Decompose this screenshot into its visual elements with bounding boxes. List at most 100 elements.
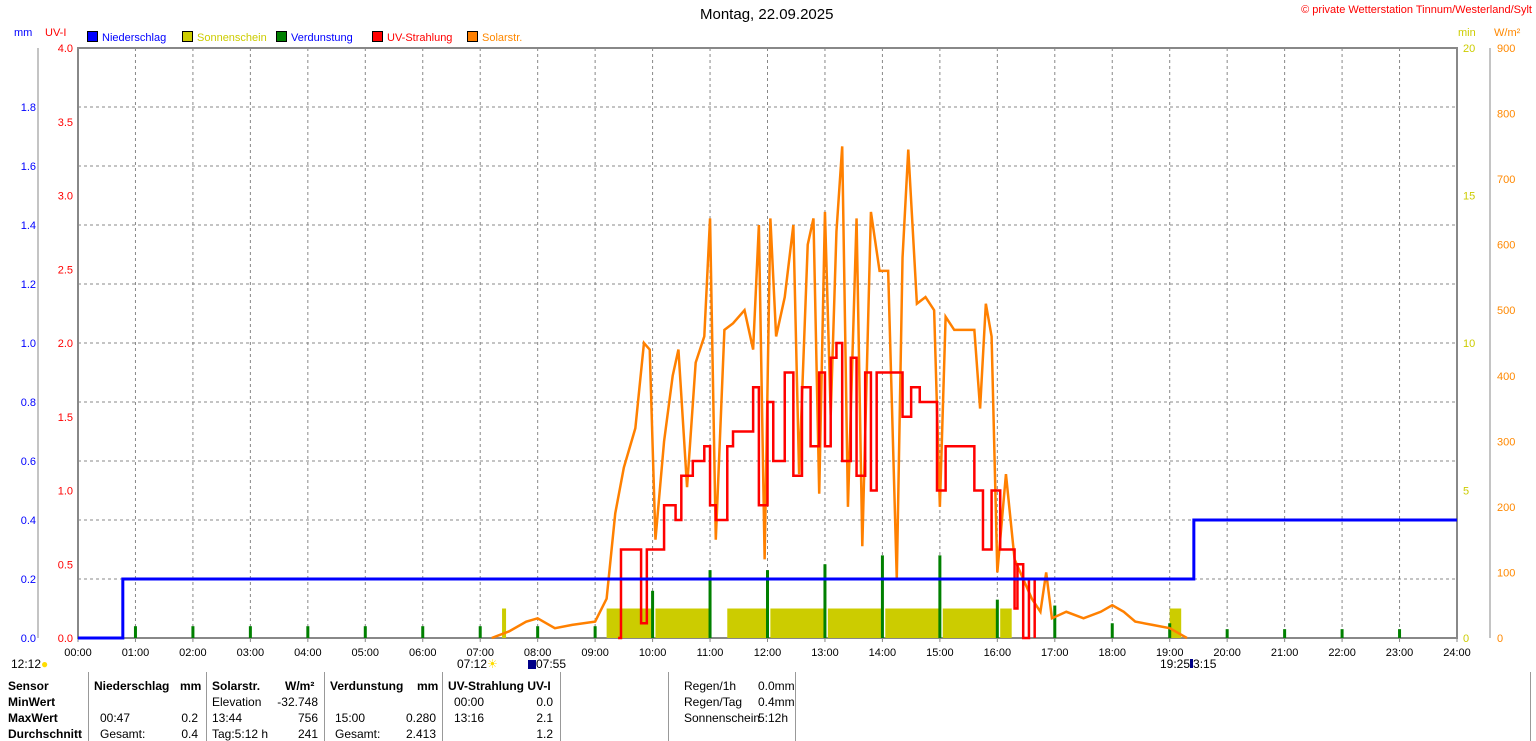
sun-mark-left-time: 12:12 <box>11 657 42 671</box>
uv-tick-label: 2.0 <box>58 338 73 350</box>
summary-rain-day-label: Regen/Tag <box>684 695 743 709</box>
moonrise-mark: 07:55 <box>528 657 566 671</box>
stats-table: Sensor Niederschlag mm Solarstr. W/m² Ve… <box>0 676 1536 741</box>
legend-label: Sonnenschein <box>197 32 267 44</box>
table-cell-rain-t: 00:47 <box>100 711 131 725</box>
uv-tick-label: 1.5 <box>58 412 73 424</box>
header-sensor: Sensor <box>8 679 49 693</box>
divider <box>560 672 561 741</box>
x-tick-label: 07:00 <box>466 647 494 659</box>
table-cell-uv-t: 13:16 <box>454 711 485 725</box>
legend-item: Verdunstung <box>276 31 353 44</box>
min-tick-label: 15 <box>1463 191 1475 203</box>
sunshine-bar <box>727 608 768 638</box>
header-rain: Niederschlag <box>94 679 170 693</box>
sunset-mark: 19:25 3:15 <box>1160 657 1216 671</box>
table-cell-rain-v: 0.4 <box>181 727 198 741</box>
table-cell-sol-v: -32.748 <box>277 695 318 709</box>
sunshine-bar <box>1169 608 1182 638</box>
x-tick-label: 14:00 <box>869 647 897 659</box>
table-cell-rain-t: Gesamt: <box>100 727 146 741</box>
table-cell-label: MaxWert <box>8 711 58 725</box>
x-tick-label: 03:00 <box>237 647 265 659</box>
legend-label: UV-Strahlung <box>387 32 453 44</box>
x-tick-label: 00:00 <box>64 647 92 659</box>
x-tick-label: 22:00 <box>1328 647 1356 659</box>
uv-tick-label: 4.0 <box>58 43 73 55</box>
wm2-tick-label: 600 <box>1497 240 1515 252</box>
legend-label: Solarstr. <box>482 32 523 44</box>
legend-swatch <box>372 31 383 42</box>
table-cell-sol-t: Tag:5:12 h <box>212 727 269 741</box>
mm-tick-label: 0.6 <box>21 456 36 468</box>
legend-label: Verdunstung <box>291 32 353 44</box>
x-tick-label: 09:00 <box>581 647 609 659</box>
sun-icon: ● <box>41 657 49 671</box>
divider <box>324 672 325 741</box>
divider <box>442 672 443 741</box>
table-cell-uv-v: 1.2 <box>536 727 553 741</box>
rainfall-line <box>78 518 1457 640</box>
mm-tick-label: 0.4 <box>21 515 36 527</box>
divider <box>206 672 207 741</box>
table-cell-ev-v: 2.413 <box>405 727 436 741</box>
summary-sunshine-label: Sonnenschein <box>684 711 761 725</box>
mm-tick-label: 1.0 <box>21 338 36 350</box>
table-cell-sol-t: Elevation <box>212 695 262 709</box>
uv-tick-label: 0.0 <box>58 633 73 645</box>
wm2-tick-label: 0 <box>1497 633 1503 645</box>
sunset-time: 19:25 <box>1160 657 1191 671</box>
table-cell-uv-v: 2.1 <box>536 711 553 725</box>
table-cell-sol-v: 756 <box>297 711 318 725</box>
table-cell-ev-t: Gesamt: <box>335 727 381 741</box>
x-tick-label: 19:00 <box>1156 647 1184 659</box>
x-tick-label: 08:00 <box>524 647 552 659</box>
min-axis-label: min <box>1458 27 1476 39</box>
x-tick-label: 12:00 <box>754 647 782 659</box>
sunset-time-2: 3:15 <box>1193 657 1217 671</box>
x-tick-label: 17:00 <box>1041 647 1069 659</box>
x-tick-label: 15:00 <box>926 647 954 659</box>
header-uv: UV-Strahlung UV-I <box>448 679 551 693</box>
min-tick-label: 5 <box>1463 486 1469 498</box>
x-tick-label: 01:00 <box>122 647 150 659</box>
table-cell-uv-v: 0.0 <box>536 695 553 709</box>
wm2-tick-label: 400 <box>1497 371 1515 383</box>
sunshine-bar <box>655 608 711 638</box>
legend-item: Sonnenschein <box>182 31 267 44</box>
table-cell-rain-v: 0.2 <box>181 711 198 725</box>
sunshine-bar <box>1000 608 1012 638</box>
legend-item: UV-Strahlung <box>372 31 452 44</box>
uv-index-line <box>618 341 1036 640</box>
wm2-tick-label: 800 <box>1497 109 1515 121</box>
min-tick-label: 0 <box>1463 633 1469 645</box>
x-tick-label: 04:00 <box>294 647 322 659</box>
x-tick-label: 16:00 <box>984 647 1012 659</box>
uv-tick-label: 3.5 <box>58 117 73 129</box>
uv-tick-label: 2.5 <box>58 264 73 276</box>
table-cell-label: MinWert <box>8 695 56 709</box>
sun-mark-left: 12:12● <box>11 657 48 671</box>
chart-title: Montag, 22.09.2025 <box>700 6 834 23</box>
solar-radiation-line <box>491 146 1188 640</box>
sunshine-bar <box>502 608 507 638</box>
table-cell-sol-v: 241 <box>297 727 318 741</box>
legend-swatch <box>276 31 287 42</box>
header-rain-unit: mm <box>180 679 202 693</box>
legend-item: Solarstr. <box>467 31 522 44</box>
x-tick-label: 23:00 <box>1386 647 1414 659</box>
table-cell-label: Durchschnitt <box>8 727 83 741</box>
uv-tick-label: 0.5 <box>58 559 73 571</box>
sunshine-bar <box>770 608 825 638</box>
header-solar-unit: W/m² <box>285 679 315 693</box>
chart: 0.0 0.2 0.4 0.6 0.8 1.0 1.2 1.4 1.6 1.8 0.0 0.5 1.0 1… <box>21 43 1516 659</box>
legend-swatch <box>87 31 98 42</box>
wm2-tick-label: 900 <box>1497 43 1515 55</box>
x-tick-label: 05:00 <box>352 647 380 659</box>
legend-swatch <box>182 31 193 42</box>
moon-icon <box>528 660 536 669</box>
copyright: © private Wetterstation Tinnum/Westerlan… <box>1301 4 1532 16</box>
header-solar: Solarstr. <box>212 679 261 693</box>
x-tick-label: 13:00 <box>811 647 839 659</box>
mm-axis-label: mm <box>14 27 33 39</box>
